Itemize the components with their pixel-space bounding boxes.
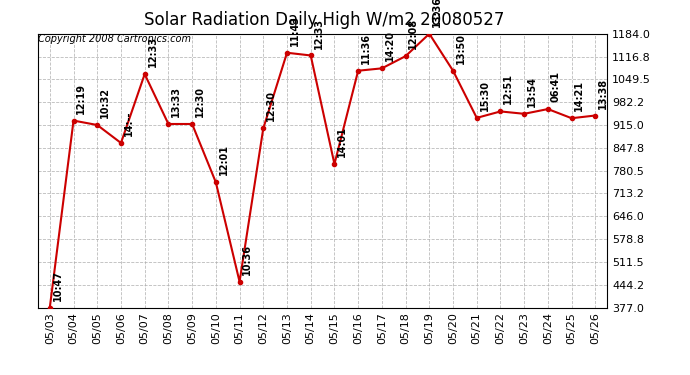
Text: 11:36: 11:36 bbox=[361, 33, 371, 64]
Text: 15:30: 15:30 bbox=[480, 80, 489, 111]
Text: Copyright 2008 Cartronics.com: Copyright 2008 Cartronics.com bbox=[38, 34, 191, 44]
Text: 14:21: 14:21 bbox=[574, 80, 584, 111]
Text: 12:30: 12:30 bbox=[266, 90, 276, 122]
Text: 12:51: 12:51 bbox=[503, 74, 513, 105]
Text: 13:50: 13:50 bbox=[456, 33, 466, 64]
Text: 10:36: 10:36 bbox=[242, 244, 253, 275]
Text: 12:30: 12:30 bbox=[195, 86, 205, 117]
Text: 12:33: 12:33 bbox=[148, 36, 157, 67]
Text: 13:54: 13:54 bbox=[527, 76, 537, 107]
Text: 11:43: 11:43 bbox=[290, 15, 299, 46]
Text: 12:08: 12:08 bbox=[408, 18, 418, 49]
Text: 10:32: 10:32 bbox=[100, 87, 110, 118]
Text: 14:01: 14:01 bbox=[337, 126, 347, 157]
Text: 13:36: 13:36 bbox=[432, 0, 442, 27]
Text: 06:41: 06:41 bbox=[551, 71, 561, 102]
Text: 12:33: 12:33 bbox=[313, 18, 324, 48]
Text: 13:38: 13:38 bbox=[598, 77, 608, 108]
Text: 14:--: 14:-- bbox=[124, 111, 134, 136]
Text: 10:47: 10:47 bbox=[52, 270, 63, 300]
Text: 14:20: 14:20 bbox=[384, 30, 395, 62]
Text: Solar Radiation Daily High W/m2 20080527: Solar Radiation Daily High W/m2 20080527 bbox=[144, 11, 504, 29]
Text: 12:01: 12:01 bbox=[219, 144, 228, 176]
Text: 12:19: 12:19 bbox=[77, 82, 86, 114]
Text: 13:33: 13:33 bbox=[171, 86, 181, 117]
